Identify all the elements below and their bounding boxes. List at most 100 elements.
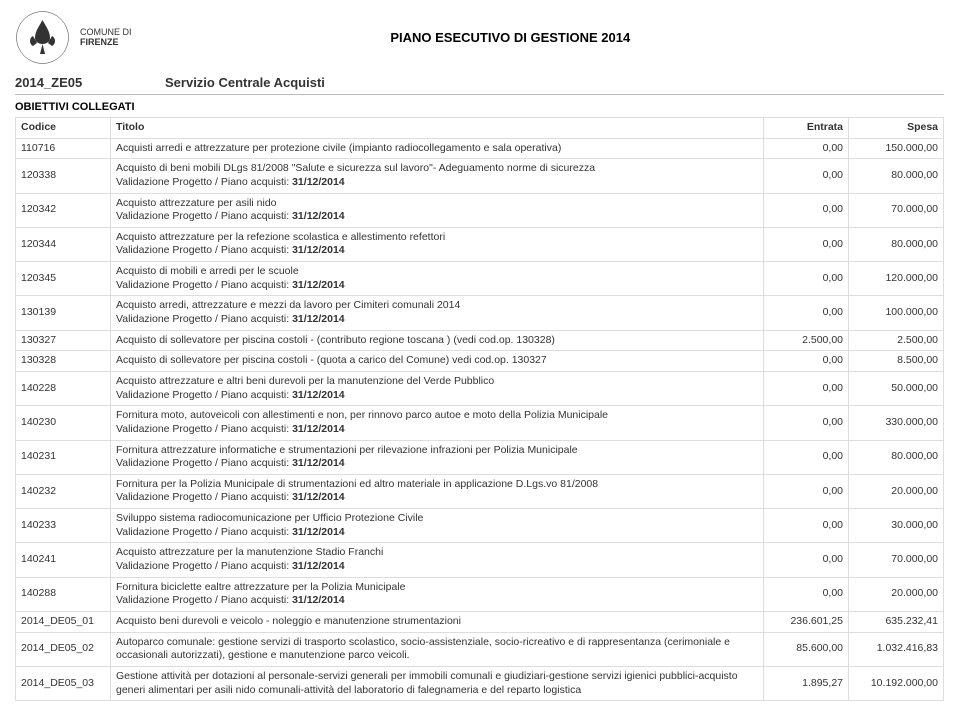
table-row: 120344Acquisto attrezzature per la refez… xyxy=(16,227,944,261)
row-title-text: Acquisto attrezzature per la manutenzion… xyxy=(116,546,758,560)
row-title-text: Acquisto arredi, attrezzature e mezzi da… xyxy=(116,299,758,313)
row-title-text: Fornitura moto, autoveicoli con allestim… xyxy=(116,409,758,423)
col-spesa: Spesa xyxy=(849,118,944,139)
row-spesa: 1.032.416,83 xyxy=(849,632,944,666)
row-title: Acquisto attrezzature per asili nidoVali… xyxy=(111,193,764,227)
table-row: 120345 Acquisto di mobili e arredi per le… xyxy=(16,262,944,296)
table-row: 2014_DE05_01Acquisto beni durevoli e vei… xyxy=(16,611,944,632)
row-title: Acquisto attrezzature per la refezione s… xyxy=(111,227,764,261)
row-code: 110716 xyxy=(16,138,111,159)
row-code: 120342 xyxy=(16,193,111,227)
row-code: 140228 xyxy=(16,371,111,405)
row-title: Acquisto di sollevatore per piscina cost… xyxy=(111,351,764,372)
row-validation: Validazione Progetto / Piano acquisti: 3… xyxy=(116,594,758,608)
row-entrata: 0,00 xyxy=(764,474,849,508)
row-validation: Validazione Progetto / Piano acquisti: 3… xyxy=(116,313,758,327)
table-row: 120338 Acquisto di beni mobili DLgs 81/20… xyxy=(16,159,944,193)
table-row: 140232Fornitura per la Polizia Municipal… xyxy=(16,474,944,508)
table-row: 140231Fornitura attrezzature informatich… xyxy=(16,440,944,474)
row-title: Fornitura moto, autoveicoli con allestim… xyxy=(111,406,764,440)
row-title-text: Acquisto attrezzature per la refezione s… xyxy=(116,231,758,245)
row-code: 140233 xyxy=(16,509,111,543)
row-title-text: Fornitura biciclette ealtre attrezzature… xyxy=(116,581,758,595)
row-entrata: 0,00 xyxy=(764,577,849,611)
row-code: 140288 xyxy=(16,577,111,611)
row-spesa: 10.192.000,00 xyxy=(849,666,944,700)
row-title: Autoparco comunale: gestione servizi di … xyxy=(111,632,764,666)
row-code: 140230 xyxy=(16,406,111,440)
table-row: 130139 Acquisto arredi, attrezzature e me… xyxy=(16,296,944,330)
row-entrata: 0,00 xyxy=(764,509,849,543)
row-entrata: 0,00 xyxy=(764,227,849,261)
row-title-text: Acquisto attrezzature per asili nido xyxy=(116,197,758,211)
row-title-text: Acquisto di beni mobili DLgs 81/2008 "Sa… xyxy=(116,162,758,176)
row-spesa: 20.000,00 xyxy=(849,474,944,508)
row-entrata: 0,00 xyxy=(764,296,849,330)
row-title: Acquisto attrezzature e altri beni durev… xyxy=(111,371,764,405)
row-title: Fornitura attrezzature informatiche e st… xyxy=(111,440,764,474)
row-title: Acquisto di sollevatore per piscina cost… xyxy=(111,330,764,351)
row-entrata: 236.601,25 xyxy=(764,611,849,632)
table-row: 120342Acquisto attrezzature per asili ni… xyxy=(16,193,944,227)
row-title: Acquisti arredi e attrezzature per prote… xyxy=(111,138,764,159)
row-code: 140241 xyxy=(16,543,111,577)
section-title: OBIETTIVI COLLEGATI xyxy=(15,95,944,117)
row-validation: Validazione Progetto / Piano acquisti: 3… xyxy=(116,526,758,540)
row-title: Acquisto beni durevoli e veicolo - noleg… xyxy=(111,611,764,632)
row-entrata: 0,00 xyxy=(764,262,849,296)
row-validation: Validazione Progetto / Piano acquisti: 3… xyxy=(116,279,758,293)
row-title: Fornitura per la Polizia Municipale di s… xyxy=(111,474,764,508)
col-entrata: Entrata xyxy=(764,118,849,139)
row-entrata: 85.600,00 xyxy=(764,632,849,666)
row-code: 2014_DE05_03 xyxy=(16,666,111,700)
row-code: 130139 xyxy=(16,296,111,330)
row-entrata: 1.895,27 xyxy=(764,666,849,700)
row-spesa: 70.000,00 xyxy=(849,543,944,577)
row-title: Acquisto arredi, attrezzature e mezzi da… xyxy=(111,296,764,330)
row-validation: Validazione Progetto / Piano acquisti: 3… xyxy=(116,560,758,574)
row-code: 2014_DE05_02 xyxy=(16,632,111,666)
doc-label: Servizio Centrale Acquisti xyxy=(165,75,325,90)
row-code: 130327 xyxy=(16,330,111,351)
row-spesa: 80.000,00 xyxy=(849,159,944,193)
org-text: COMUNE DI FIRENZE xyxy=(80,28,132,48)
row-title: Gestione attività per dotazioni al perso… xyxy=(111,666,764,700)
row-spesa: 120.000,00 xyxy=(849,262,944,296)
row-code: 120338 xyxy=(16,159,111,193)
row-entrata: 2.500,00 xyxy=(764,330,849,351)
logo xyxy=(15,10,70,65)
row-title-text: Acquisto di mobili e arredi per le scuol… xyxy=(116,265,758,279)
row-spesa: 70.000,00 xyxy=(849,193,944,227)
doc-code: 2014_ZE05 xyxy=(15,75,165,90)
row-spesa: 100.000,00 xyxy=(849,296,944,330)
row-title: Acquisto di beni mobili DLgs 81/2008 "Sa… xyxy=(111,159,764,193)
row-spesa: 8.500,00 xyxy=(849,351,944,372)
table-row: 140230 Fornitura moto, autoveicoli con al… xyxy=(16,406,944,440)
row-validation: Validazione Progetto / Piano acquisti: 3… xyxy=(116,389,758,403)
row-validation: Validazione Progetto / Piano acquisti: 3… xyxy=(116,423,758,437)
row-code: 120345 xyxy=(16,262,111,296)
row-title: Sviluppo sistema radiocomunicazione per … xyxy=(111,509,764,543)
row-title-text: Sviluppo sistema radiocomunicazione per … xyxy=(116,512,758,526)
row-title-text: Acquisto attrezzature e altri beni durev… xyxy=(116,375,758,389)
table-row: 2014_DE05_02Autoparco comunale: gestione… xyxy=(16,632,944,666)
table-row: 110716Acquisti arredi e attrezzature per… xyxy=(16,138,944,159)
row-entrata: 0,00 xyxy=(764,159,849,193)
row-validation: Validazione Progetto / Piano acquisti: 3… xyxy=(116,176,758,190)
row-validation: Validazione Progetto / Piano acquisti: 3… xyxy=(116,210,758,224)
table-row: 140228 Acquisto attrezzature e altri beni… xyxy=(16,371,944,405)
table-row: 140233 Sviluppo sistema radiocomunicazion… xyxy=(16,509,944,543)
table-row: 2014_DE05_03Gestione attività per dotazi… xyxy=(16,666,944,700)
col-codice: Codice xyxy=(16,118,111,139)
lily-icon xyxy=(15,10,70,65)
row-validation: Validazione Progetto / Piano acquisti: 3… xyxy=(116,457,758,471)
col-titolo: Titolo xyxy=(111,118,764,139)
row-entrata: 0,00 xyxy=(764,193,849,227)
page-title: PIANO ESECUTIVO DI GESTIONE 2014 xyxy=(132,30,945,45)
row-title: Acquisto di mobili e arredi per le scuol… xyxy=(111,262,764,296)
row-title-text: Fornitura per la Polizia Municipale di s… xyxy=(116,478,758,492)
table-row: 130328Acquisto di sollevatore per piscin… xyxy=(16,351,944,372)
row-validation: Validazione Progetto / Piano acquisti: 3… xyxy=(116,244,758,258)
org-line-2: FIRENZE xyxy=(80,38,132,48)
row-entrata: 0,00 xyxy=(764,371,849,405)
